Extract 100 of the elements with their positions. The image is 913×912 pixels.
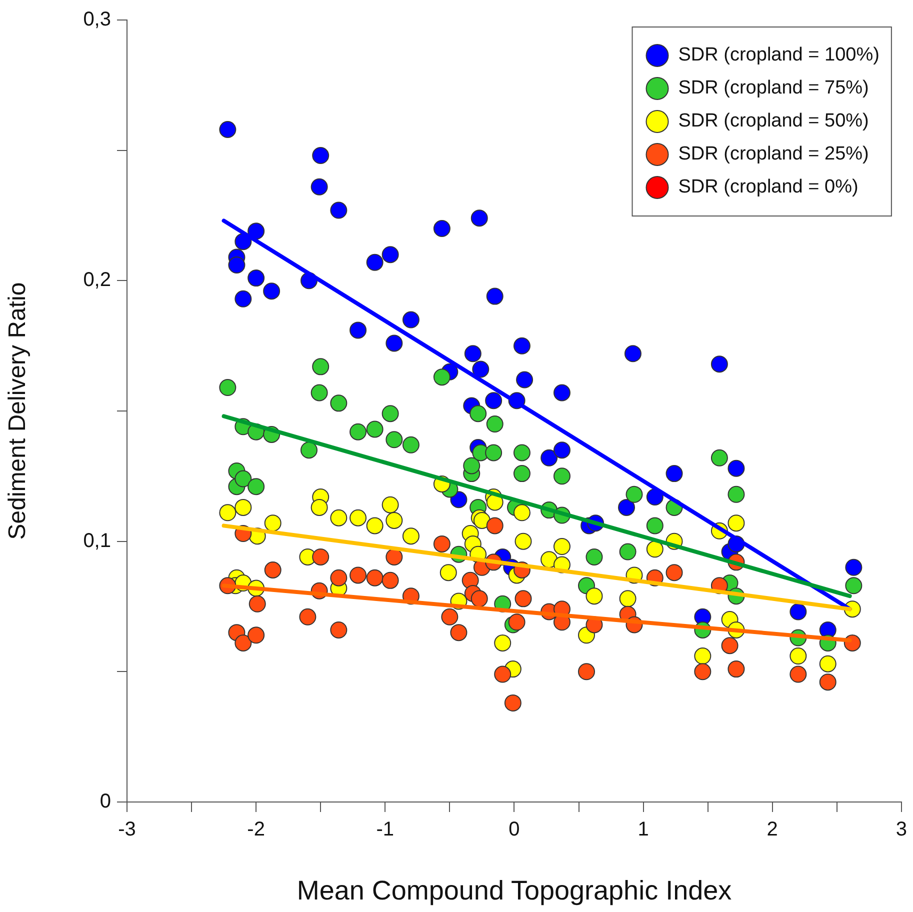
point [514,532,532,550]
point [486,517,504,534]
point [494,634,512,652]
x-tick-label: 3 [896,818,907,841]
legend-label: SDR (cropland = 100%) [678,44,880,66]
x-tick-label: -3 [118,818,136,841]
point [710,356,728,373]
point [402,528,420,545]
point [310,498,328,516]
point [470,210,488,227]
point [646,517,664,534]
point [728,460,745,477]
point [386,431,403,448]
point [441,608,458,626]
point [402,436,420,454]
point [234,634,252,652]
point [219,504,236,522]
point [248,595,266,612]
point [728,514,745,532]
point [508,614,526,631]
x-tick-label: 2 [766,818,778,841]
point [486,494,504,511]
legend-label: SDR (cropland = 50%) [678,110,869,132]
point [485,444,502,462]
point [819,655,836,672]
point [350,509,367,526]
y-tick-label: 0,1 [83,530,111,552]
point [694,663,712,680]
point [366,254,384,271]
point [330,569,348,586]
point [350,322,367,339]
point [433,220,450,238]
point [312,147,330,164]
point [666,465,683,482]
point [440,564,457,582]
legend-label: SDR (cropland = 25%) [678,144,869,165]
x-axis-title: Mean Compound Topographic Index [296,875,732,906]
point [845,558,862,576]
point [219,120,236,138]
point [350,566,367,584]
y-tick-label: 0,3 [83,8,111,31]
point [513,337,530,354]
point [710,449,728,466]
point [330,394,348,412]
point [219,379,236,396]
point [350,423,367,440]
point [386,548,403,566]
point [472,360,490,378]
x-tick-label: 1 [638,818,649,841]
point [228,256,246,274]
point [402,311,420,328]
point [721,637,738,654]
point [540,449,558,466]
point [845,577,862,594]
point [330,621,348,638]
point [790,603,807,620]
point [819,674,836,691]
point [516,371,534,388]
point [728,660,745,678]
point [248,270,265,287]
point [646,540,664,558]
point [248,626,265,644]
point [382,405,399,422]
legend-label: SDR (cropland = 0%) [678,176,858,198]
point [626,486,643,503]
point [790,666,807,683]
point [553,384,570,402]
y-tick-label: 0,2 [83,269,111,292]
point [312,548,330,566]
point [619,543,636,560]
point [310,384,328,402]
point [485,392,502,410]
point [433,368,450,386]
point [264,562,282,579]
point [463,457,480,474]
point [433,535,450,552]
point [299,608,316,626]
point [578,663,595,680]
point [382,496,399,514]
point [312,358,330,376]
point [553,442,570,459]
point [366,420,384,438]
point [234,498,252,516]
point [513,504,530,522]
point [330,202,348,219]
point [618,498,636,516]
point [486,416,504,433]
point [504,694,522,712]
point [553,538,570,556]
point [470,590,488,608]
point [666,564,683,582]
point [248,478,265,496]
point [386,512,403,529]
point [366,517,384,534]
point [300,442,318,459]
point [382,572,399,589]
point [553,468,570,485]
point [264,514,282,532]
point [234,470,252,488]
x-tick-label: 0 [508,818,520,841]
